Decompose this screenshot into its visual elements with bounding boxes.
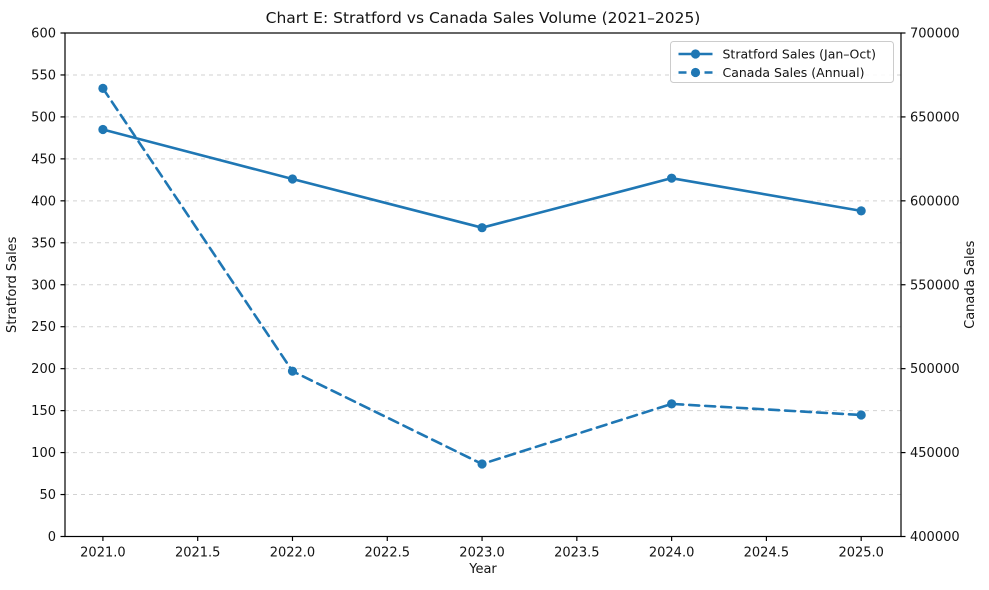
x-tick-label: 2023.5 (554, 546, 600, 561)
x-tick-label: 2023.0 (459, 546, 505, 561)
right-tick-label: 450000 (910, 446, 960, 461)
left-tick-label: 550 (31, 68, 56, 83)
data-point-marker (667, 173, 677, 183)
left-tick-label: 350 (31, 236, 56, 251)
x-tick-label: 2022.0 (270, 546, 316, 561)
x-tick-label: 2024.5 (744, 546, 790, 561)
series-line-0 (101, 128, 863, 229)
right-tick-label: 700000 (910, 27, 960, 42)
left-tick-label: 150 (31, 404, 56, 419)
right-tick-label: 600000 (910, 194, 960, 209)
left-tick-label: 50 (39, 488, 56, 503)
left-tick-label: 250 (31, 320, 56, 335)
x-tick-label: 2021.5 (175, 546, 221, 561)
data-point-marker (98, 124, 108, 135)
right-tick-label: 650000 (910, 110, 960, 125)
data-point-marker (667, 399, 677, 409)
x-tick-label: 2021.0 (80, 546, 126, 561)
data-point-marker (856, 206, 866, 216)
data-point-marker (477, 459, 487, 469)
right-tick-label: 400000 (910, 530, 960, 545)
legend-marker-icon (690, 67, 701, 78)
right-axis-label: Canada Sales (963, 240, 978, 328)
x-tick-label: 2022.5 (365, 546, 411, 561)
legend-marker-icon (690, 49, 701, 59)
data-point-marker (287, 366, 298, 376)
data-point-marker (287, 174, 298, 184)
data-point-marker (856, 410, 866, 420)
left-tick-label: 0 (48, 530, 56, 545)
data-point-marker (98, 83, 108, 93)
left-tick-label: 600 (31, 27, 56, 42)
x-tick-label: 2025.0 (838, 546, 884, 561)
left-tick-label: 500 (31, 110, 56, 125)
left-axis-label: Stratford Sales (5, 236, 20, 333)
chart-title: Chart E: Stratford vs Canada Sales Volum… (266, 9, 701, 27)
right-tick-label: 500000 (910, 362, 960, 377)
left-tick-label: 400 (31, 194, 56, 209)
legend-entry-label: Stratford Sales (Jan–Oct) (723, 47, 877, 62)
left-tick-label: 100 (31, 446, 56, 461)
series-line-1 (101, 87, 863, 466)
x-axis-label: Year (468, 562, 497, 577)
left-tick-label: 200 (31, 362, 56, 377)
x-tick-label: 2024.0 (649, 546, 695, 561)
left-tick-label: 300 (31, 278, 56, 293)
left-tick-label: 450 (31, 152, 56, 167)
right-tick-label: 550000 (910, 278, 960, 293)
data-point-marker (477, 223, 487, 233)
legend-box (670, 41, 894, 83)
legend-entry-label: Canada Sales (Annual) (723, 65, 865, 80)
